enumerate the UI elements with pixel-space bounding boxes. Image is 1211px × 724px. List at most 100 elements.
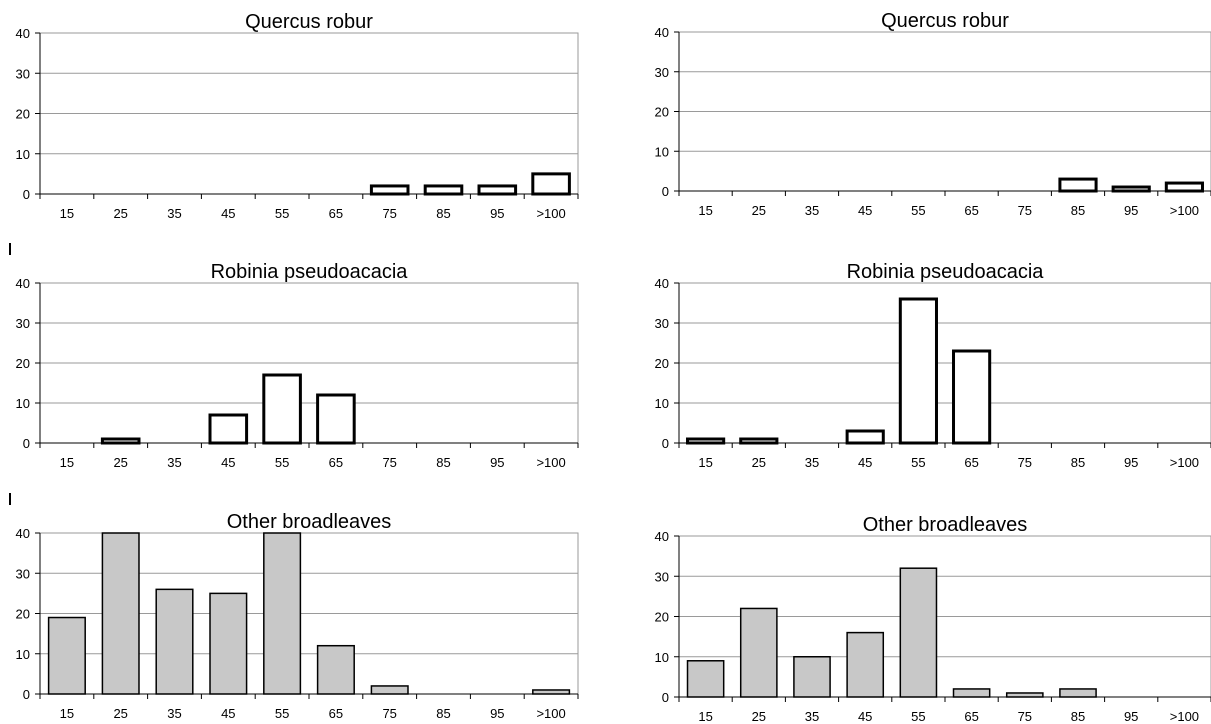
bar-95 — [477, 184, 518, 196]
chart-title: Robinia pseudoacacia — [211, 261, 409, 283]
x-tick-label: 85 — [436, 206, 450, 221]
chart-panel-6: 15 25 35 45 55 65 75 85 95 >100 0 10 20 30 40 Other bro… — [655, 514, 1211, 724]
x-tick-label: 25 — [113, 706, 127, 721]
y-tick-label: 30 — [16, 66, 30, 81]
x-tick-label: >100 — [1170, 709, 1199, 724]
x-tick-label: 35 — [167, 206, 181, 221]
chart-title: Other broadleaves — [227, 511, 392, 533]
x-tick-label: 25 — [752, 455, 766, 470]
x-tick-label: 95 — [1124, 203, 1138, 218]
x-tick-label: 85 — [1071, 709, 1085, 724]
x-tick-label: 85 — [436, 706, 450, 721]
x-tick-label: 65 — [329, 206, 343, 221]
x-tick-label: 75 — [382, 206, 396, 221]
bar-15 — [686, 437, 726, 445]
y-tick-label: 20 — [655, 610, 669, 625]
bar-25 — [739, 607, 778, 698]
y-tick-label: 20 — [16, 356, 30, 371]
bar-45 — [209, 592, 248, 695]
bar-35 — [793, 656, 831, 698]
bar-45 — [845, 429, 885, 445]
bar-75 — [370, 685, 409, 695]
x-tick-label: 45 — [858, 709, 872, 724]
x-tick-label: >100 — [1170, 203, 1199, 218]
y-tick-label: 0 — [23, 436, 30, 451]
x-tick-label: 25 — [752, 203, 766, 218]
x-tick-label: 55 — [911, 709, 925, 724]
bar-45 — [208, 413, 249, 445]
bar-25 — [739, 437, 779, 445]
x-tick-label: 95 — [490, 706, 504, 721]
x-tick-label: 55 — [275, 706, 289, 721]
x-tick-label: 15 — [60, 206, 74, 221]
y-tick-label: 30 — [655, 316, 669, 331]
bar-35 — [155, 588, 194, 695]
x-tick-label: 25 — [113, 206, 127, 221]
bar-55 — [263, 532, 302, 695]
bar-65 — [952, 688, 991, 698]
chart-panel-5: 15 25 35 45 55 65 75 85 95 >100 0 10 20 30 40 Other bro… — [16, 511, 579, 721]
x-tick-label: 95 — [1124, 709, 1138, 724]
x-tick-label: 45 — [221, 206, 235, 221]
chart-title: Quercus robur — [245, 11, 373, 33]
y-tick-label: 40 — [16, 26, 30, 41]
x-tick-label: >100 — [536, 706, 565, 721]
y-tick-label: 30 — [655, 569, 669, 584]
y-tick-label: 10 — [655, 396, 669, 411]
x-tick-label: 35 — [167, 455, 181, 470]
chart-panel-3: 15 25 35 45 55 65 75 85 95 >100 0 10 20 30 40 Robinia p… — [16, 261, 579, 470]
x-tick-label: 85 — [436, 455, 450, 470]
bar-55 — [262, 373, 302, 445]
bar-55 — [899, 567, 938, 698]
y-tick-label: 10 — [16, 647, 30, 662]
bar-85 — [1059, 688, 1097, 698]
x-tick-label: 15 — [60, 455, 74, 470]
x-tick-label: 95 — [1124, 455, 1138, 470]
x-tick-label: 45 — [221, 706, 235, 721]
y-tick-label: 40 — [655, 25, 669, 40]
bar->100 — [532, 689, 571, 695]
x-tick-label: 45 — [858, 455, 872, 470]
chart-title: Robinia pseudoacacia — [847, 261, 1045, 283]
x-tick-label: 15 — [60, 706, 74, 721]
bar-25 — [100, 437, 141, 445]
y-tick-label: 40 — [16, 276, 30, 291]
y-tick-label: 0 — [23, 687, 30, 702]
x-tick-label: 45 — [858, 203, 872, 218]
y-tick-label: 30 — [16, 316, 30, 331]
x-tick-label: 15 — [698, 709, 712, 724]
chart-panel-2: 15 25 35 45 55 65 75 85 95 >100 0 10 20 30 40 Quercus r… — [655, 10, 1211, 218]
x-tick-label: 35 — [805, 203, 819, 218]
chart-panel-1: 15 25 35 45 55 65 75 85 95 >100 0 10 20 30 40 Quercus r… — [16, 11, 579, 221]
x-tick-label: 75 — [382, 706, 396, 721]
bar-65 — [316, 393, 356, 445]
x-tick-label: 85 — [1071, 203, 1085, 218]
y-tick-label: 30 — [16, 566, 30, 581]
x-tick-label: 85 — [1071, 455, 1085, 470]
y-tick-label: 20 — [655, 356, 669, 371]
x-tick-label: >100 — [536, 455, 565, 470]
bar-95 — [1111, 185, 1151, 193]
x-tick-label: 75 — [1018, 203, 1032, 218]
x-tick-label: 65 — [964, 203, 978, 218]
chart-panel-4: 15 25 35 45 55 65 75 85 95 >100 0 10 20 30 40 Robinia p… — [655, 261, 1211, 470]
y-tick-label: 10 — [655, 650, 669, 665]
y-tick-label: 40 — [16, 526, 30, 541]
y-tick-label: 30 — [655, 65, 669, 80]
y-tick-label: 0 — [662, 436, 669, 451]
bar-75 — [1005, 692, 1044, 698]
y-tick-label: 10 — [16, 396, 30, 411]
x-tick-label: 15 — [698, 203, 712, 218]
bar-55 — [898, 297, 938, 445]
margin-mark-2 — [9, 493, 11, 505]
y-tick-label: 40 — [655, 529, 669, 544]
x-tick-label: 75 — [1018, 455, 1032, 470]
y-tick-label: 40 — [655, 276, 669, 291]
y-tick-label: 10 — [16, 147, 30, 162]
y-tick-label: 0 — [662, 184, 669, 199]
bar-45 — [846, 631, 885, 698]
y-tick-label: 20 — [655, 105, 669, 120]
x-tick-label: 25 — [752, 709, 766, 724]
margin-mark-1 — [9, 243, 11, 255]
x-tick-label: 65 — [964, 709, 978, 724]
